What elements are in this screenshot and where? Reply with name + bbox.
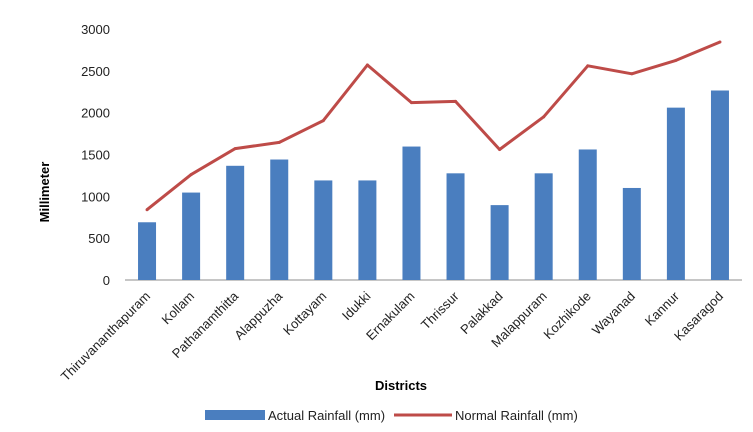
x-tick-label: Kollam — [159, 289, 198, 328]
y-axis-title: Millimeter — [37, 162, 52, 223]
bar-actual-rainfall — [402, 146, 421, 280]
bar-actual-rainfall — [358, 180, 377, 280]
point-normal-rainfall — [586, 64, 590, 68]
bar-actual-rainfall — [534, 173, 553, 280]
y-tick-label: 1000 — [81, 189, 110, 204]
y-tick-label: 2000 — [81, 106, 110, 121]
y-tick-label: 500 — [88, 231, 110, 246]
legend: Actual Rainfall (mm) Normal Rainfall (mm… — [205, 408, 578, 423]
point-normal-rainfall — [321, 119, 325, 123]
bar-actual-rainfall — [578, 149, 597, 280]
legend-label-actual: Actual Rainfall (mm) — [268, 408, 385, 423]
x-axis-title: Districts — [375, 378, 427, 393]
bar-actual-rainfall — [622, 187, 641, 280]
x-tick-label: Kannur — [642, 288, 683, 329]
point-normal-rainfall — [498, 147, 502, 151]
y-tick-label: 1500 — [81, 148, 110, 163]
x-tick-label: Ernakulam — [363, 289, 418, 344]
y-tick-label: 3000 — [81, 22, 110, 37]
x-tick-label: Thiruvananthapuram — [58, 289, 153, 384]
bar-actual-rainfall — [710, 90, 729, 281]
point-normal-rainfall — [718, 40, 722, 44]
normal-rainfall-line — [145, 40, 722, 212]
x-tick-label: Kottayam — [280, 289, 329, 338]
point-normal-rainfall — [630, 72, 634, 76]
bar-actual-rainfall — [182, 192, 201, 280]
point-normal-rainfall — [454, 99, 458, 103]
bar-actual-rainfall — [138, 222, 157, 280]
bar-actual-rainfall — [446, 173, 465, 280]
y-tick-label: 2500 — [81, 64, 110, 79]
actual-rainfall-bars — [138, 90, 729, 281]
x-tick-label: Kozhikode — [540, 289, 594, 343]
y-axis-ticks: 0 500 1000 1500 2000 2500 3000 — [81, 22, 110, 288]
point-normal-rainfall — [542, 115, 546, 119]
point-normal-rainfall — [365, 63, 369, 67]
point-normal-rainfall — [409, 101, 413, 105]
bar-actual-rainfall — [270, 159, 289, 280]
x-tick-label: Alappuzha — [231, 288, 286, 343]
point-normal-rainfall — [674, 58, 678, 62]
point-normal-rainfall — [233, 147, 237, 151]
point-normal-rainfall — [145, 208, 149, 212]
point-normal-rainfall — [189, 173, 193, 177]
x-tick-label: Idukki — [339, 288, 374, 323]
y-tick-label: 0 — [103, 273, 110, 288]
point-normal-rainfall — [277, 140, 281, 144]
bar-actual-rainfall — [490, 205, 509, 280]
x-tick-label: Wayanad — [589, 289, 638, 338]
bar-actual-rainfall — [666, 107, 685, 280]
x-tick-label: Thrissur — [418, 288, 462, 332]
line-normal-rainfall — [146, 40, 721, 211]
bar-actual-rainfall — [226, 165, 245, 280]
x-axis-ticks: Thiruvananthapuram KollamPathanamthittaAl… — [58, 288, 726, 384]
legend-label-normal: Normal Rainfall (mm) — [455, 408, 578, 423]
legend-swatch-actual — [205, 410, 265, 420]
bar-actual-rainfall — [314, 180, 333, 280]
